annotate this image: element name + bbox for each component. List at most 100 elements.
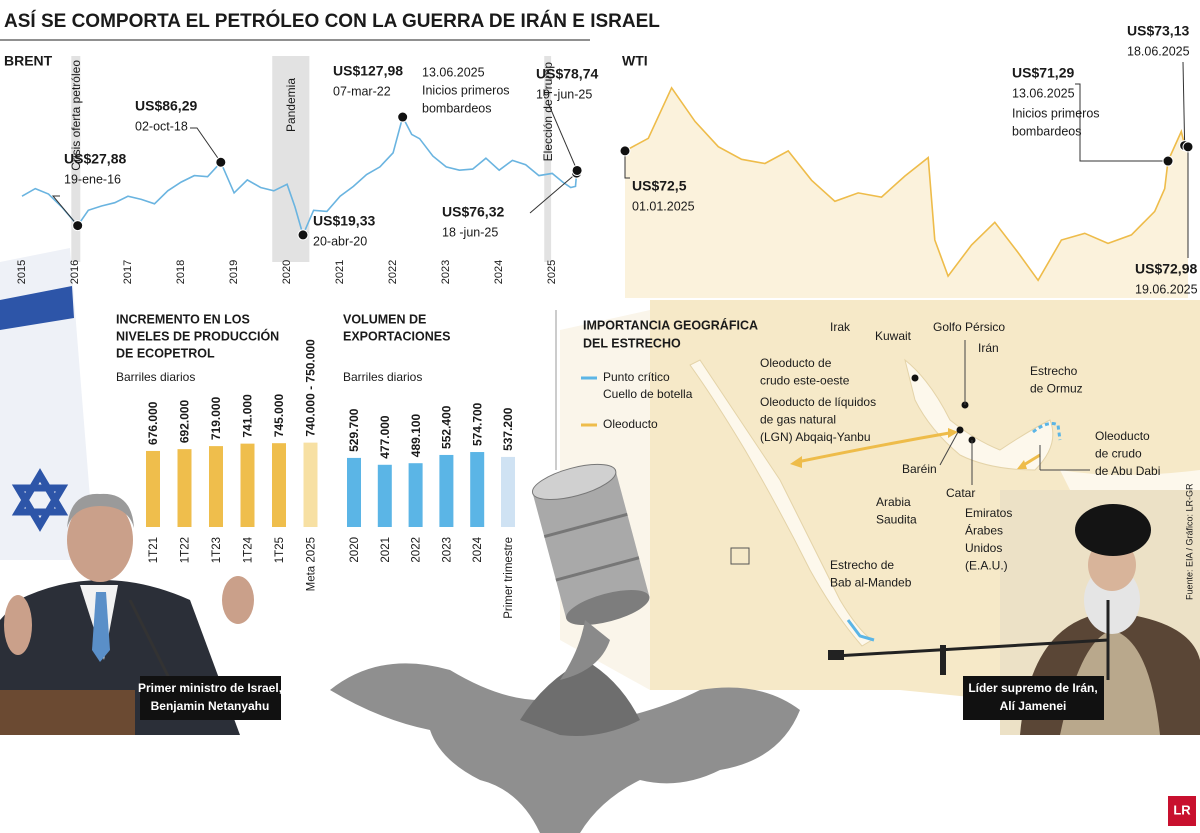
period-band [272, 56, 310, 262]
annotation-date: 01.01.2025 [632, 199, 695, 213]
annotation-value: US$78,74 [536, 66, 598, 82]
x-tick-label: Meta 2025 [306, 537, 318, 591]
annotation-point [1162, 155, 1174, 167]
x-tick-label: 2020 [281, 260, 293, 284]
band-label: Pandemia [284, 78, 298, 132]
map-label: Emiratos [965, 506, 1012, 520]
leader-line [1075, 83, 1169, 162]
map-label: Unidos [965, 541, 1002, 555]
pipeline-arrow [796, 430, 956, 464]
value-label: 741.000 [241, 394, 255, 438]
bar [501, 456, 515, 527]
chart-title: WTI [622, 53, 648, 69]
map-label: Baréin [902, 462, 937, 476]
legend-label: Oleoducto [603, 417, 658, 431]
annotation-point [571, 164, 583, 176]
bar [272, 443, 286, 527]
photo-caption: Alí Jamenei [1000, 699, 1067, 713]
x-tick-label: 2023 [441, 537, 453, 563]
leader-line [548, 104, 578, 171]
map-label: Irán [978, 341, 999, 355]
map-label: (E.A.U.) [965, 559, 1008, 573]
x-tick-label: 1T24 [243, 536, 255, 563]
person-turban [1075, 504, 1151, 556]
leader-line [624, 150, 630, 179]
band-label: Crisis oferta petróleo [69, 60, 83, 171]
oil-spill [520, 660, 640, 736]
annotation-value: US$86,29 [135, 98, 197, 114]
map-label: Irak [830, 320, 851, 334]
bar [177, 449, 192, 527]
decoration [0, 39, 1200, 833]
x-tick-label: 2022 [387, 260, 399, 284]
bar [303, 442, 318, 527]
band-label: Elección de Trump [541, 62, 555, 162]
x-tick-label: 2024 [472, 536, 484, 562]
x-tick-label: 1T22 [180, 537, 192, 563]
podium [0, 690, 135, 735]
map-label: Árabes [965, 523, 1003, 538]
chart-title: VOLUMEN DE [343, 312, 426, 326]
microphone [834, 638, 1109, 658]
microphone-head [828, 650, 844, 660]
line [21, 114, 578, 238]
annotation-value: US$76,32 [442, 204, 504, 220]
x-tick-label: 2021 [334, 260, 346, 284]
chart-subtitle: Barriles diarios [116, 370, 195, 384]
annotation-value: US$19,33 [313, 213, 375, 229]
x-tick-label: 2021 [380, 537, 392, 563]
annotation-date: 13.06.2025 [1012, 86, 1075, 100]
x-tick-label: 2020 [349, 537, 361, 563]
annotation-date: 18.06.2025 [1127, 44, 1190, 58]
x-tick-label: 1T21 [148, 537, 160, 563]
caption-box [963, 676, 1104, 720]
map-label: Saudita [876, 513, 917, 527]
chart-title: DE ECOPETROL [116, 346, 215, 360]
persian-gulf [904, 358, 1054, 471]
map-label: de Ormuz [1030, 382, 1083, 396]
annotation-value: US$72,5 [632, 178, 687, 194]
x-tick-label: 2018 [175, 260, 187, 284]
value-label: 692.000 [178, 399, 192, 443]
person-hand [222, 576, 254, 624]
x-tick-label: 2023 [440, 260, 452, 284]
oil-stream [560, 620, 610, 680]
map-point [956, 426, 964, 434]
flag-stripe [0, 286, 74, 330]
annotation-point [619, 145, 631, 157]
bar [347, 457, 361, 527]
caption-box [140, 676, 281, 720]
annotation-value: US$71,29 [1012, 65, 1074, 81]
annotation-date: 18 -jun-25 [442, 225, 498, 239]
pipeline-arrowhead [948, 428, 958, 438]
bar [439, 454, 454, 527]
oil-barrel [531, 463, 650, 626]
x-tick-label: 2015 [16, 260, 28, 284]
map-label: Oleoducto de líquidos [760, 395, 876, 409]
x-tick-label: 2016 [69, 260, 81, 284]
map-title: DEL ESTRECHO [583, 336, 681, 350]
annotation-point [297, 229, 309, 241]
bar [408, 463, 423, 527]
annotation-date: 19 -jun-25 [536, 87, 592, 101]
map-label: Estrecho de [830, 558, 894, 572]
pipeline-arrowhead [790, 456, 802, 468]
map-point [911, 374, 919, 382]
map-leaders [939, 340, 1090, 485]
leader-line [51, 195, 79, 226]
map-label: crudo este-oeste [760, 374, 850, 388]
photo-caption: Benjamin Netanyahu [151, 699, 270, 713]
annotation-point [1182, 141, 1194, 153]
logo: LR [1173, 802, 1191, 817]
bar [240, 443, 255, 527]
leader-line [1182, 61, 1186, 146]
chart-note: Inicios primeros [422, 83, 510, 97]
map-label: Arabia [876, 495, 911, 509]
map-label: Kuwait [875, 329, 912, 343]
bar [377, 464, 392, 527]
x-tick-label: 2025 [546, 260, 558, 284]
map-label: de Abu Dabi [1095, 464, 1160, 478]
